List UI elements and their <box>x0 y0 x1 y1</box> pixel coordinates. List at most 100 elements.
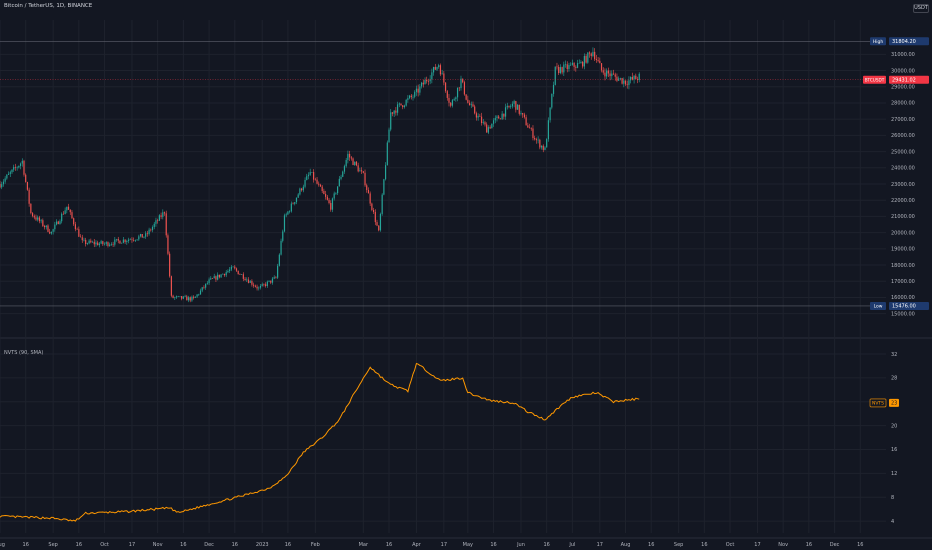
candle <box>313 169 315 183</box>
candle-body <box>225 272 227 276</box>
candle-body <box>109 244 111 246</box>
candle-body <box>66 206 68 211</box>
candle <box>407 95 409 103</box>
candle-body <box>18 165 20 168</box>
candle <box>564 60 567 68</box>
candle <box>64 207 66 215</box>
candle <box>114 236 116 247</box>
candle-body <box>215 276 217 280</box>
candle-body <box>21 160 23 164</box>
candle <box>486 122 488 133</box>
candle <box>588 51 591 58</box>
candle <box>631 72 633 81</box>
currency-button[interactable]: USDT <box>913 4 929 13</box>
candle-body <box>477 115 479 118</box>
candle <box>86 242 89 246</box>
candle-body <box>616 76 618 81</box>
candle-body <box>254 285 256 287</box>
candle-body <box>13 167 15 170</box>
candle-body <box>350 157 352 159</box>
candle-body <box>424 79 426 85</box>
price-axis-tick-label: 23000.00 <box>891 182 915 188</box>
candle <box>506 102 508 110</box>
candle-body <box>153 223 155 228</box>
candle-body <box>532 128 534 139</box>
candle-body <box>602 70 604 73</box>
time-axis-label: 16 <box>490 542 496 548</box>
candle-body <box>496 116 498 118</box>
candle-body <box>582 61 584 67</box>
candle-body <box>436 67 438 70</box>
candle <box>16 166 18 171</box>
candle <box>384 162 387 181</box>
candle <box>11 169 13 175</box>
candle-body <box>335 193 337 194</box>
candle-body <box>417 88 419 93</box>
candle-body <box>479 115 481 117</box>
candle <box>453 97 455 102</box>
candle-body <box>292 203 294 205</box>
candle-body <box>573 62 575 67</box>
candle <box>559 64 561 75</box>
candle-body <box>556 66 558 68</box>
candle <box>71 210 73 219</box>
candle-body <box>618 78 620 81</box>
candle <box>621 77 623 85</box>
candle <box>52 228 54 235</box>
candle-body <box>475 113 478 118</box>
candle-body <box>246 279 248 281</box>
candle <box>199 288 202 295</box>
candle <box>1 181 3 190</box>
candle-body <box>95 242 97 245</box>
candle-body <box>528 127 531 129</box>
candle-body <box>203 287 205 288</box>
candle-body <box>78 229 80 237</box>
candle <box>458 87 460 92</box>
candle <box>474 104 476 115</box>
candle-body <box>107 242 109 246</box>
candle <box>223 273 226 277</box>
candle-body <box>323 190 325 195</box>
candle-body <box>345 159 347 167</box>
candle <box>14 163 17 171</box>
candle-body <box>234 266 236 269</box>
candle-body <box>635 75 637 79</box>
candle <box>285 212 287 218</box>
candle <box>396 101 399 116</box>
candle-body <box>241 274 243 275</box>
candle-body <box>271 278 274 283</box>
candle-body <box>16 167 18 169</box>
candle-body <box>6 174 8 179</box>
low-value-box <box>889 301 929 310</box>
candle <box>551 93 553 110</box>
candle-body <box>623 80 625 84</box>
candle <box>235 267 238 273</box>
candle-body <box>50 231 53 234</box>
candle-body <box>73 218 75 225</box>
candle-body <box>304 179 306 187</box>
candle-body <box>537 139 539 141</box>
candle <box>561 66 563 75</box>
candle-body <box>443 73 445 83</box>
candle <box>578 59 580 64</box>
candle <box>534 135 536 141</box>
candle <box>379 212 382 232</box>
candle-body <box>277 265 279 278</box>
candle-body <box>386 142 388 166</box>
candle <box>210 276 212 280</box>
price-axis-tick-label: 20000.00 <box>891 230 915 236</box>
candle <box>580 60 582 64</box>
candle-body <box>549 107 551 121</box>
candle <box>446 90 448 101</box>
candle <box>78 226 80 238</box>
candle-body <box>266 281 268 286</box>
candle-body <box>359 170 361 172</box>
candle <box>626 80 628 89</box>
candle <box>367 187 370 194</box>
candle <box>136 239 138 241</box>
candle-body <box>194 296 196 298</box>
candle-body <box>150 229 152 231</box>
candle <box>326 195 328 201</box>
candle-body <box>599 60 601 64</box>
